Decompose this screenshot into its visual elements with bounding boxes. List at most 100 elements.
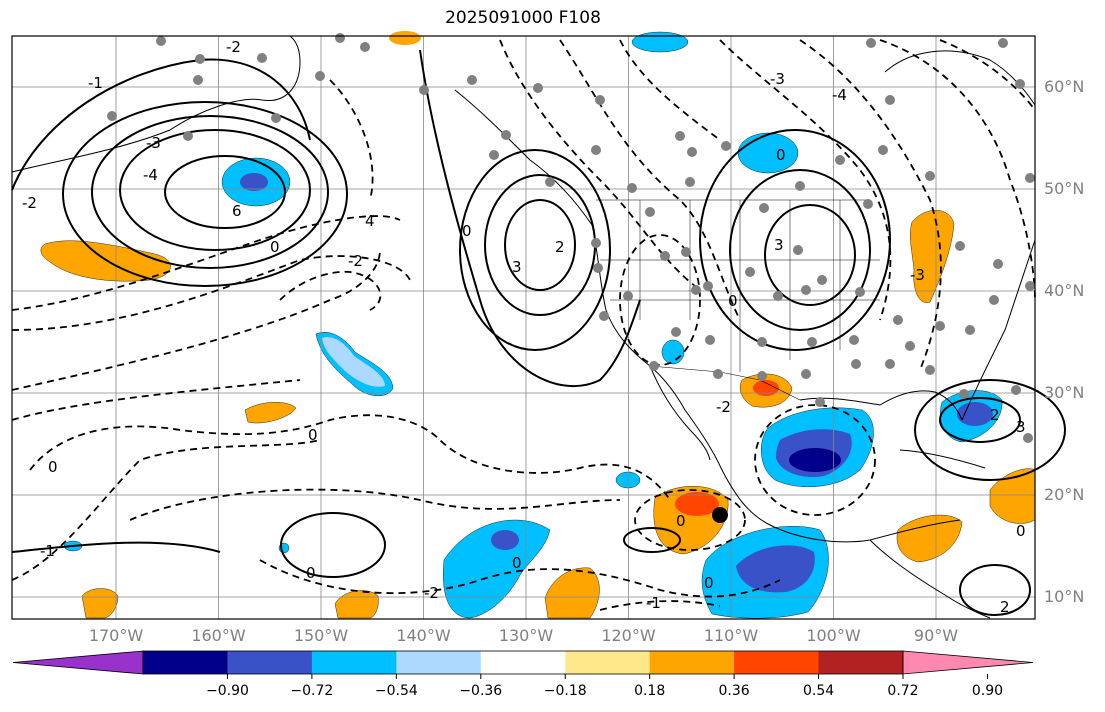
state-lines [600, 200, 880, 372]
lat-label: 10°N [1044, 587, 1085, 606]
contour-solid [459, 149, 611, 351]
contour-solid [504, 199, 576, 291]
station-dot [793, 245, 803, 255]
shade-orange-small1 [244, 402, 297, 424]
contour-dashed [29, 414, 671, 501]
coast-hudson [884, 50, 1036, 106]
contour-label: -4 [143, 166, 158, 184]
station-dot [501, 130, 511, 140]
colorbar-tick-label: 0.72 [887, 683, 919, 699]
station-dot [989, 295, 999, 305]
lon-label: 100°W [806, 626, 861, 645]
lon-label: 170°W [88, 626, 144, 645]
station-dot [925, 365, 935, 375]
contour-label: 0 [306, 564, 316, 582]
colorbar-tick-label: 0.54 [802, 683, 835, 699]
shade-cyan-pacific-central [443, 519, 551, 619]
contour-dashed [634, 489, 746, 551]
graticule [12, 36, 1035, 619]
colorbar [12, 650, 1034, 679]
contour-dashed [11, 255, 411, 331]
contour-label: 0 [512, 554, 522, 572]
contour-dashed [619, 234, 701, 366]
station-dot [807, 337, 817, 347]
station-dot [1011, 385, 1021, 395]
contour-label: -2 [22, 194, 37, 212]
lat-label: 60°N [1044, 77, 1085, 96]
contour-solid [959, 564, 1031, 616]
station-dot [817, 275, 827, 285]
lat-label: 20°N [1044, 485, 1085, 504]
contour-label: 3 [512, 258, 522, 276]
contour-dashed [499, 39, 701, 291]
contour-label: -1 [40, 542, 55, 560]
station-dot [1023, 433, 1033, 443]
lon-label: 140°W [396, 626, 451, 645]
station-dot [757, 371, 767, 381]
contour-solid [764, 204, 856, 306]
coast-gulf [799, 390, 963, 421]
contour-dashed [329, 79, 374, 201]
contour-label: -2 [226, 38, 241, 56]
contour-label: 2 [555, 238, 565, 256]
shade-red-mexico [753, 380, 779, 396]
station-dot [156, 36, 166, 46]
colorbar-segment [649, 651, 735, 674]
station-dot [660, 251, 670, 261]
coast-baja [649, 365, 711, 461]
station-dot [955, 241, 965, 251]
contour-label: -2 [716, 398, 731, 416]
lon-label: 130°W [498, 626, 554, 645]
contour-dashed [129, 488, 621, 521]
shade-blue-aleutian [240, 173, 268, 191]
station-dot [1025, 173, 1035, 183]
station-dots [107, 33, 1035, 443]
contour-dashed [259, 559, 781, 598]
station-dot [893, 315, 903, 325]
station-dot [713, 369, 723, 379]
station-dot [721, 141, 731, 151]
map-border [11, 35, 1036, 620]
contour-label: -3 [146, 134, 161, 152]
colorbar-segment [734, 651, 820, 674]
contour-solid [62, 101, 348, 287]
station-dot [545, 177, 555, 187]
colorbar-tick-label: 0.90 [971, 683, 1004, 699]
shade-red-baja [675, 492, 719, 516]
lat-label: 40°N [1044, 281, 1085, 300]
station-dot [671, 327, 681, 337]
contour-label: 3 [774, 236, 784, 254]
contour-solid [729, 169, 871, 331]
shade-orange-pacific-w [81, 588, 119, 619]
contour-label: -3 [910, 266, 925, 284]
contour-label: 0 [728, 292, 738, 310]
colorbar-extend-high [902, 650, 1034, 675]
station-dot [878, 145, 888, 155]
station-dot [623, 291, 633, 301]
station-dot [687, 147, 697, 157]
station-dot [599, 311, 609, 321]
colorbar-segment [311, 651, 397, 674]
colorbar-extend-low [12, 650, 144, 675]
station-dot [849, 335, 859, 345]
contour-label: -1 [646, 594, 661, 612]
station-dot [759, 203, 769, 213]
contour-dashed [11, 439, 321, 581]
contour-label: 0 [776, 146, 786, 164]
lat-label: 50°N [1044, 179, 1085, 198]
contour-solid [419, 49, 641, 388]
station-dot [675, 131, 685, 141]
station-dot [681, 247, 691, 257]
contour-solid [11, 58, 311, 191]
contour-label: 0 [462, 222, 472, 240]
contour-label: 0 [270, 238, 280, 256]
contour-solid [939, 397, 1021, 443]
station-dot [195, 54, 205, 64]
contour-label: 0 [308, 426, 318, 444]
station-dot [315, 71, 325, 81]
colorbar-segment [565, 651, 651, 674]
station-dot [801, 285, 811, 295]
shade-blue-pacific-east [736, 545, 815, 593]
contour-solid [164, 155, 286, 229]
storm-center-marker [712, 507, 728, 523]
